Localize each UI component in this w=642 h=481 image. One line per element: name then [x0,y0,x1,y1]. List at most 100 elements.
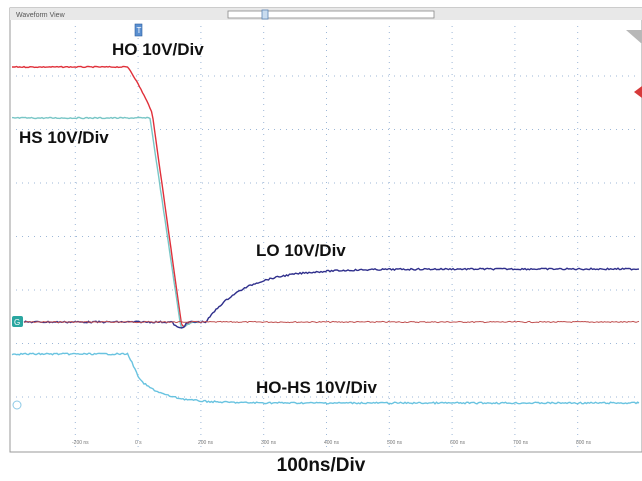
grid-dot [598,182,599,184]
grid-dot [310,343,311,344]
grid-dot [263,146,265,147]
grid-dot [388,356,390,357]
grid-dot [514,386,516,387]
grid-dot [406,129,407,130]
grid-dot [604,75,605,77]
grid-dot [364,75,365,77]
grid-dot [238,75,239,77]
trigger-marker-icon[interactable]: T [134,23,143,37]
grid-dot [74,326,76,327]
grid-dot [616,75,617,77]
grid-dot [460,343,461,344]
grid-dot [137,386,139,387]
grid-dot [64,236,65,237]
grid-dot [154,75,155,77]
grid-dot [137,248,139,249]
grid-dot [532,396,533,398]
grid-dot [274,343,275,344]
grid-dot [577,434,579,435]
grid-dot [568,75,569,77]
grid-dot [496,343,497,344]
grid-dot [16,75,17,77]
grid-dot [628,129,629,130]
grid-dot [88,129,89,130]
grid-dot [263,278,265,279]
grid-dot [263,248,265,249]
grid-dot [610,182,611,184]
grid-dot [34,343,35,344]
grid-dot [263,446,265,447]
grid-dot [490,236,491,237]
grid-dot [200,380,202,381]
grid-dot [263,116,265,117]
grid-dot [200,248,202,249]
grid-dot [94,289,95,291]
grid-dot [200,314,202,315]
grid-dot [577,122,579,123]
grid-dot [454,236,455,237]
grid-dot [137,260,139,261]
grid-dot [514,146,516,147]
grid-dot [388,182,389,184]
grid-dot [577,110,579,111]
grid-dot [22,182,23,184]
grid-dot [388,56,390,57]
grid-dot [370,289,371,291]
grid-dot [544,129,545,130]
grid-dot [256,75,257,77]
grid-dot [451,314,453,315]
grid-dot [514,278,516,279]
grid-dot [451,62,453,63]
grid-dot [508,343,509,344]
grid-dot [106,289,107,291]
grid-dot [74,350,76,351]
grid-dot [451,122,453,123]
grid-dot [418,129,419,130]
grid-dot [200,260,202,261]
grid-dot [532,289,533,291]
reference-marker-icon[interactable] [12,400,22,410]
trace-label-hs: HS 10V/Div [19,128,109,147]
grid-dot [184,396,185,398]
grid-dot [514,92,516,93]
grid-dot [436,182,437,184]
grid-dot [148,236,149,237]
grid-dot [137,290,139,291]
grid-dot [532,75,533,77]
grid-dot [451,44,453,45]
grid-dot [326,134,327,135]
grid-dot [263,224,265,225]
grid-dot [106,236,107,237]
grid-dot [74,128,76,129]
grid-dot [352,75,353,77]
grid-dot [436,343,437,344]
grid-dot [28,396,29,398]
trigger-level-arrow-icon[interactable] [634,86,642,98]
timeline-scrollbar[interactable] [227,10,435,19]
grid-dot [436,236,437,237]
grid-dot [577,350,579,351]
scroll-handle-icon[interactable] [261,9,269,20]
grid-dot [326,362,327,363]
grid-dot [202,75,203,77]
grid-dot [544,343,545,344]
grid-dot [400,75,401,77]
grid-dot [280,289,281,291]
grid-dot [484,396,485,398]
grid-dot [577,218,579,219]
grid-dot [74,362,76,363]
grid-dot [326,62,327,63]
grid-dot [263,110,265,111]
grid-dot [538,289,539,291]
grid-dot [538,236,539,237]
grid-dot [388,428,390,429]
grid-dot [172,343,173,344]
grid-dot [577,146,579,147]
grid-dot [74,206,76,207]
grid-dot [200,434,202,435]
grid-dot [274,236,275,237]
grid-dot [82,236,83,237]
channel-ground-marker-icon[interactable]: G [12,316,23,327]
grid-dot [74,320,76,321]
time-tick-label: 0 s [135,440,142,446]
